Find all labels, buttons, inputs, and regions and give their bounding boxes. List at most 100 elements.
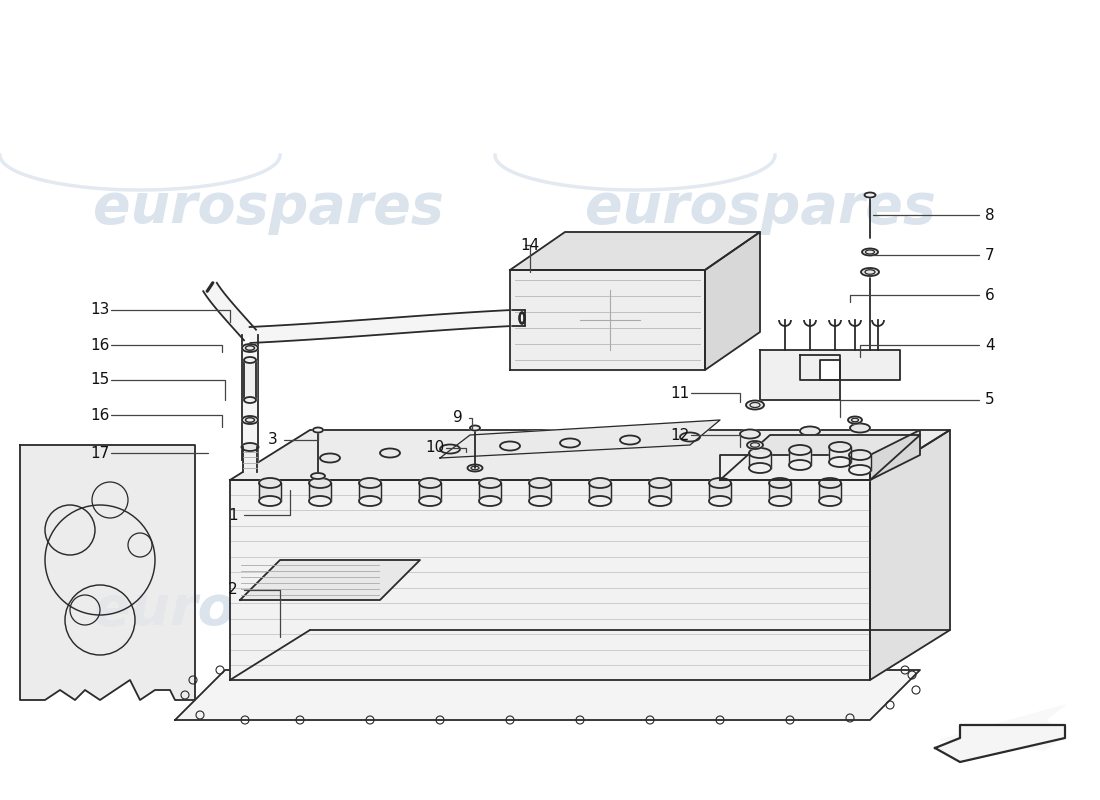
Polygon shape xyxy=(760,350,900,400)
Polygon shape xyxy=(710,483,732,501)
Text: eurospares: eurospares xyxy=(584,583,935,637)
Polygon shape xyxy=(478,483,500,501)
Polygon shape xyxy=(419,483,441,501)
Ellipse shape xyxy=(769,478,791,488)
Text: 2: 2 xyxy=(228,582,238,598)
Ellipse shape xyxy=(680,433,700,442)
Ellipse shape xyxy=(829,457,851,467)
Ellipse shape xyxy=(242,344,258,352)
Ellipse shape xyxy=(710,478,732,488)
Polygon shape xyxy=(705,232,760,370)
Polygon shape xyxy=(243,447,257,472)
Polygon shape xyxy=(440,420,720,458)
Ellipse shape xyxy=(258,496,280,506)
Polygon shape xyxy=(649,483,671,501)
Ellipse shape xyxy=(244,357,256,363)
Ellipse shape xyxy=(379,449,400,458)
Text: eurospares: eurospares xyxy=(92,583,443,637)
Polygon shape xyxy=(529,483,551,501)
Ellipse shape xyxy=(478,478,500,488)
Text: 14: 14 xyxy=(520,238,540,253)
Text: 1: 1 xyxy=(228,507,238,522)
Polygon shape xyxy=(588,483,610,501)
Ellipse shape xyxy=(862,249,878,255)
Ellipse shape xyxy=(468,465,483,471)
Ellipse shape xyxy=(746,401,764,410)
Ellipse shape xyxy=(649,478,671,488)
Ellipse shape xyxy=(865,193,876,198)
Ellipse shape xyxy=(620,435,640,445)
Ellipse shape xyxy=(314,427,323,433)
Polygon shape xyxy=(935,725,1065,762)
Polygon shape xyxy=(244,360,256,400)
Polygon shape xyxy=(258,483,280,501)
Polygon shape xyxy=(510,232,760,270)
Ellipse shape xyxy=(820,478,842,488)
Text: eurospares: eurospares xyxy=(92,181,443,235)
Polygon shape xyxy=(820,483,842,501)
Ellipse shape xyxy=(820,496,842,506)
Text: 4: 4 xyxy=(986,338,994,353)
Ellipse shape xyxy=(440,445,460,454)
Text: 5: 5 xyxy=(986,393,994,407)
Ellipse shape xyxy=(478,496,500,506)
Polygon shape xyxy=(20,445,195,700)
Ellipse shape xyxy=(848,417,862,423)
Polygon shape xyxy=(230,480,870,680)
Ellipse shape xyxy=(861,268,879,276)
Ellipse shape xyxy=(419,496,441,506)
Ellipse shape xyxy=(749,448,771,458)
Ellipse shape xyxy=(588,496,610,506)
Ellipse shape xyxy=(244,397,256,403)
Ellipse shape xyxy=(519,313,525,323)
Text: 3: 3 xyxy=(268,433,278,447)
Ellipse shape xyxy=(359,478,381,488)
Ellipse shape xyxy=(740,430,760,438)
Ellipse shape xyxy=(649,496,671,506)
Ellipse shape xyxy=(560,438,580,447)
Ellipse shape xyxy=(258,478,280,488)
Polygon shape xyxy=(240,560,420,600)
Text: 16: 16 xyxy=(90,407,110,422)
Ellipse shape xyxy=(849,450,871,460)
Polygon shape xyxy=(242,343,258,460)
Ellipse shape xyxy=(710,496,732,506)
Polygon shape xyxy=(769,483,791,501)
Polygon shape xyxy=(870,430,920,480)
Polygon shape xyxy=(510,270,705,370)
Polygon shape xyxy=(870,430,950,680)
Polygon shape xyxy=(849,455,871,470)
Polygon shape xyxy=(250,310,513,343)
Text: 13: 13 xyxy=(90,302,110,318)
Ellipse shape xyxy=(309,478,331,488)
Polygon shape xyxy=(720,435,920,480)
Ellipse shape xyxy=(829,442,851,452)
Ellipse shape xyxy=(242,416,258,424)
Ellipse shape xyxy=(749,463,771,473)
Ellipse shape xyxy=(320,454,340,462)
Polygon shape xyxy=(829,447,851,462)
Text: 8: 8 xyxy=(986,207,994,222)
Text: 16: 16 xyxy=(90,338,110,353)
Polygon shape xyxy=(749,453,771,468)
Polygon shape xyxy=(789,450,811,465)
Ellipse shape xyxy=(470,426,480,430)
Polygon shape xyxy=(940,705,1065,750)
Ellipse shape xyxy=(789,460,811,470)
Ellipse shape xyxy=(529,478,551,488)
Ellipse shape xyxy=(242,443,258,451)
Ellipse shape xyxy=(800,426,820,435)
Ellipse shape xyxy=(769,496,791,506)
Ellipse shape xyxy=(747,441,763,449)
Polygon shape xyxy=(720,455,870,480)
Polygon shape xyxy=(204,282,256,340)
Text: 12: 12 xyxy=(670,427,690,442)
Text: 15: 15 xyxy=(90,373,110,387)
Polygon shape xyxy=(359,483,381,501)
Ellipse shape xyxy=(309,496,331,506)
Ellipse shape xyxy=(529,496,551,506)
Polygon shape xyxy=(309,483,331,501)
Ellipse shape xyxy=(849,465,871,475)
Ellipse shape xyxy=(588,478,610,488)
Text: 17: 17 xyxy=(90,446,110,461)
